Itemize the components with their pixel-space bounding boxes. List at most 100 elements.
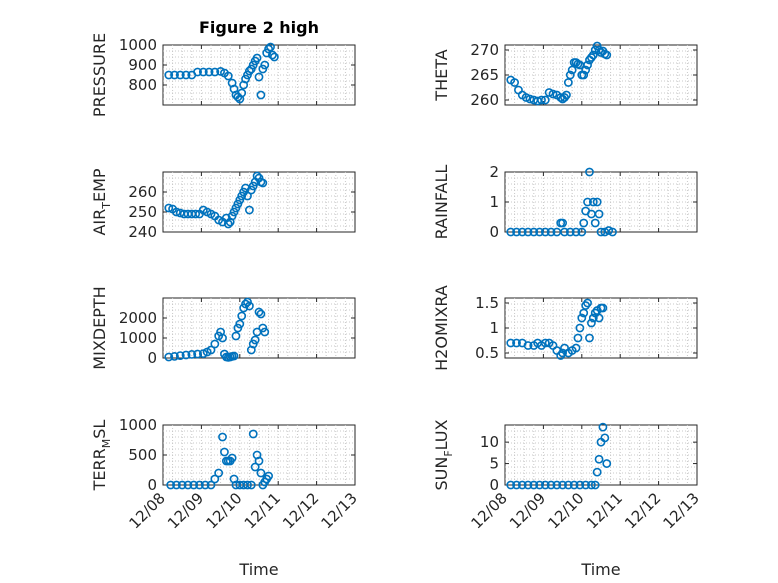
data-point: [588, 313, 598, 323]
y-tick-label: 240: [128, 223, 157, 241]
data-point: [569, 480, 579, 490]
data-point: [218, 333, 227, 343]
data-point: [166, 480, 176, 490]
data-point: [512, 338, 521, 348]
data-point: [187, 349, 197, 359]
series-markers: [166, 429, 273, 490]
y-tick-label: 1.5: [475, 294, 499, 312]
y-tick-label: 0: [489, 476, 499, 494]
data-point: [558, 218, 567, 228]
data-point: [517, 480, 527, 490]
y-axis-label: THETA: [432, 49, 451, 101]
data-point: [256, 90, 266, 100]
data-point: [552, 480, 562, 490]
data-point: [237, 88, 247, 98]
data-point: [588, 50, 598, 60]
data-point: [583, 197, 592, 207]
data-point: [175, 70, 185, 80]
y-tick-label: 260: [128, 183, 157, 201]
data-point: [181, 350, 191, 360]
data-point: [575, 323, 585, 333]
subplot-4: 0 1 2 RAINFALL: [432, 163, 698, 241]
data-point: [512, 227, 521, 237]
x-tick-label: 12/13: [318, 489, 361, 532]
x-tick-label: 12/10: [544, 489, 587, 532]
data-point: [268, 50, 277, 60]
data-point: [170, 70, 179, 80]
y-tick-label: 5: [489, 455, 499, 473]
data-point: [243, 191, 252, 201]
data-point: [252, 53, 262, 63]
grid: [163, 45, 355, 105]
y-axis-label: AIRTEMP: [90, 168, 113, 235]
y-tick-label: 1: [489, 193, 499, 211]
data-point: [248, 429, 258, 439]
data-point: [594, 209, 604, 219]
x-tick-label: 12/08: [126, 489, 169, 532]
data-point: [193, 67, 202, 77]
x-tick-label: 12/09: [506, 489, 549, 532]
y-tick-label: 2000: [119, 309, 157, 327]
data-point: [579, 70, 589, 80]
data-point: [575, 480, 585, 490]
data-point: [250, 462, 260, 472]
data-point: [598, 303, 608, 313]
data-point: [602, 50, 612, 60]
data-point: [244, 66, 254, 76]
data-point: [170, 351, 179, 361]
data-point: [525, 94, 535, 104]
y-tick-label: 260: [470, 91, 499, 109]
y-tick-label: 0: [147, 476, 157, 494]
data-point: [565, 227, 575, 237]
series-markers: [164, 42, 279, 104]
data-point: [264, 471, 273, 481]
grid: [505, 425, 697, 485]
data-point: [523, 227, 533, 237]
data-point: [164, 70, 174, 80]
x-tick-label: 12/09: [164, 489, 207, 532]
data-point: [227, 453, 237, 463]
y-tick-label: 1000: [119, 36, 157, 54]
grid: [505, 172, 697, 232]
x-tick-label: 12/12: [621, 489, 664, 532]
y-tick-label: 800: [128, 76, 157, 94]
y-tick-label: 1000: [119, 329, 157, 347]
data-point: [254, 456, 264, 466]
data-point: [254, 307, 264, 317]
data-point: [535, 480, 544, 490]
data-point: [590, 480, 600, 490]
data-point: [210, 474, 220, 484]
data-point: [587, 318, 596, 328]
data-point: [608, 227, 617, 237]
data-point: [523, 480, 533, 490]
subplot-3: 240 250 260 AIRTEMP: [90, 168, 356, 241]
data-point: [506, 227, 516, 237]
y-tick-label: 1000: [119, 416, 157, 434]
data-point: [540, 227, 550, 237]
data-point: [546, 227, 556, 237]
x-axis-label: Time: [580, 560, 620, 579]
data-point: [600, 433, 610, 443]
y-axis-label: TERRMSL: [90, 420, 113, 492]
data-point: [562, 90, 571, 100]
series-markers: [506, 167, 617, 237]
y-tick-label: 1: [489, 319, 499, 337]
data-point: [177, 480, 187, 490]
data-point: [540, 480, 550, 490]
data-point: [573, 333, 583, 343]
data-point: [581, 65, 591, 75]
data-point: [529, 480, 539, 490]
data-point: [540, 338, 550, 348]
data-point: [266, 42, 275, 52]
data-point: [218, 432, 227, 442]
data-point: [594, 313, 604, 323]
data-point: [220, 447, 229, 457]
data-point: [558, 480, 567, 490]
data-point: [246, 480, 256, 490]
data-point: [231, 331, 241, 341]
data-point: [223, 71, 233, 81]
data-point: [548, 89, 558, 99]
